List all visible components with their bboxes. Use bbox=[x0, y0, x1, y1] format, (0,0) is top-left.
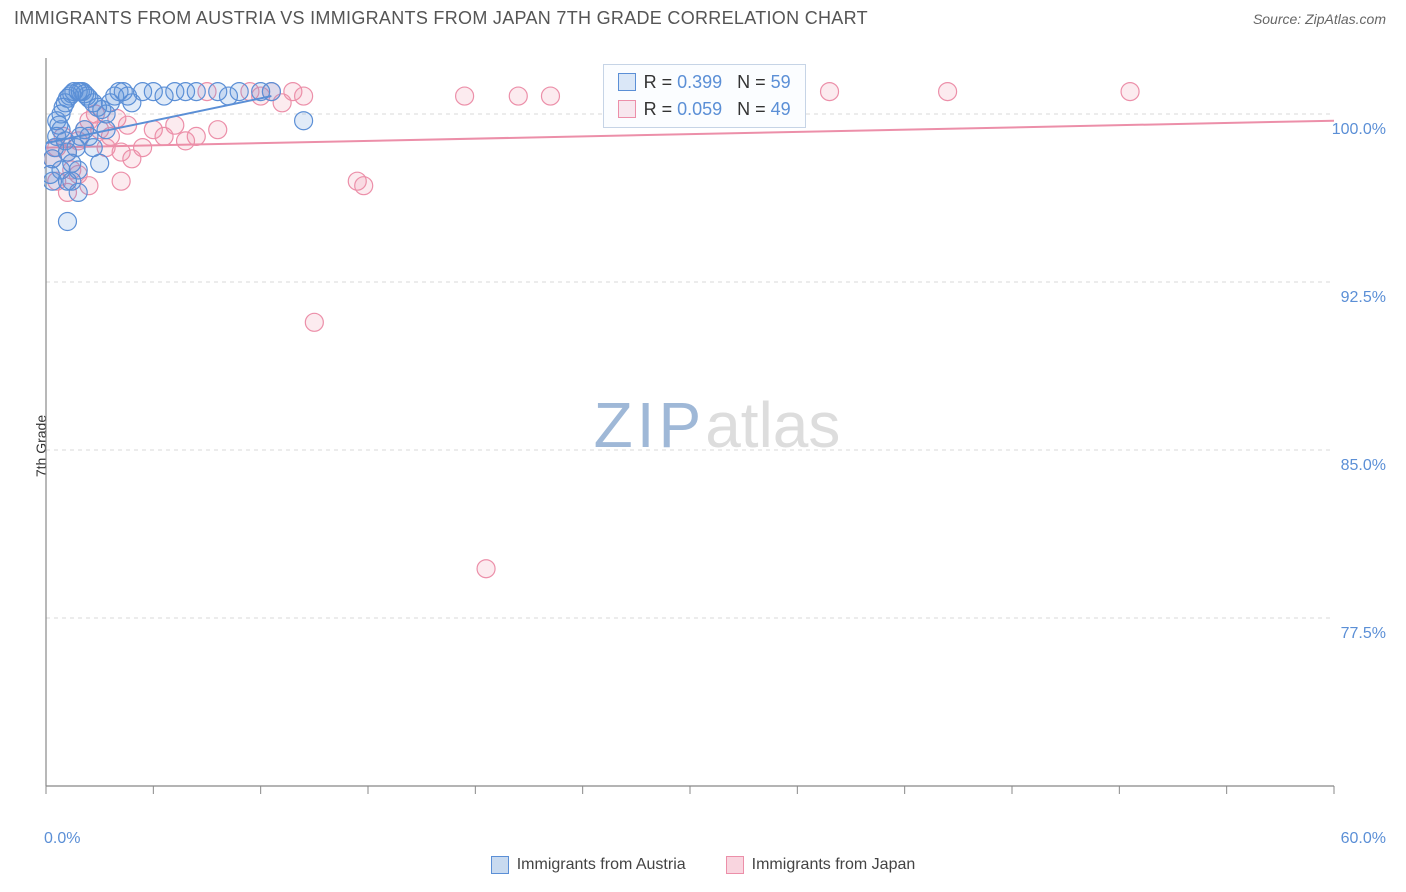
x-axis-min-label: 0.0% bbox=[44, 830, 80, 848]
legend-item-austria: Immigrants from Austria bbox=[491, 856, 686, 874]
legend-swatch-japan bbox=[726, 856, 744, 874]
bottom-legend: Immigrants from Austria Immigrants from … bbox=[0, 856, 1406, 874]
chart-source: Source: ZipAtlas.com bbox=[1253, 11, 1386, 27]
legend-label-austria: Immigrants from Austria bbox=[517, 856, 686, 874]
stats-legend-box: R = 0.399 N = 59R = 0.059 N = 49 bbox=[603, 64, 806, 128]
x-axis-max-label: 60.0% bbox=[1341, 830, 1386, 848]
svg-text:77.5%: 77.5% bbox=[1341, 625, 1386, 642]
svg-text:100.0%: 100.0% bbox=[1332, 121, 1386, 138]
stats-row: R = 0.059 N = 49 bbox=[618, 96, 791, 123]
svg-text:92.5%: 92.5% bbox=[1341, 289, 1386, 306]
legend-item-japan: Immigrants from Japan bbox=[726, 856, 916, 874]
legend-label-japan: Immigrants from Japan bbox=[752, 856, 916, 874]
legend-swatch-austria bbox=[491, 856, 509, 874]
chart-area: 77.5%85.0%92.5%100.0% ZIPatlas R = 0.399… bbox=[44, 54, 1390, 796]
scatter-chart-svg: 77.5% 85.0% 92.5% 100.0% bbox=[44, 54, 1390, 796]
svg-text:85.0%: 85.0% bbox=[1341, 457, 1386, 474]
chart-title: IMMIGRANTS FROM AUSTRIA VS IMMIGRANTS FR… bbox=[14, 8, 868, 29]
stats-row: R = 0.399 N = 59 bbox=[618, 69, 791, 96]
